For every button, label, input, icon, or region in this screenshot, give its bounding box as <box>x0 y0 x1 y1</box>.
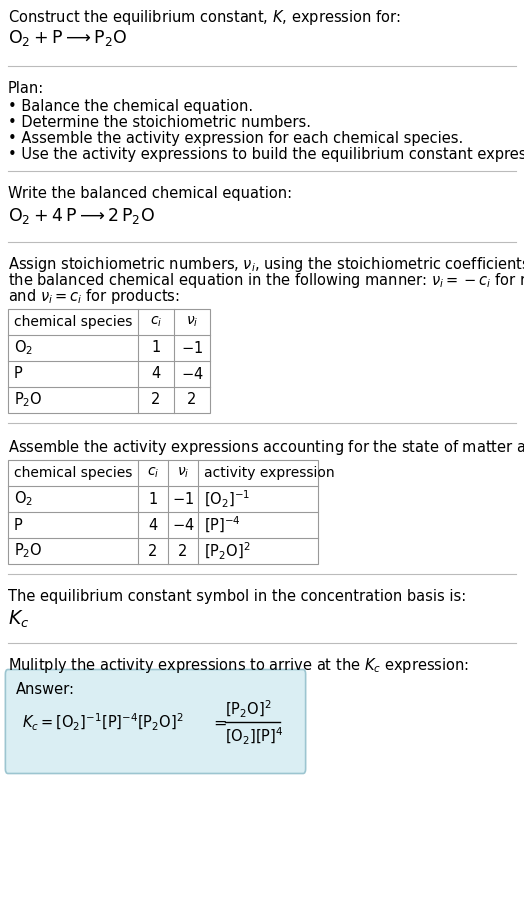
Text: $\mathrm{P_2O}$: $\mathrm{P_2O}$ <box>14 391 42 409</box>
Text: $\nu_i$: $\nu_i$ <box>186 315 198 329</box>
Text: $[\mathrm{P}]^{-4}$: $[\mathrm{P}]^{-4}$ <box>204 515 241 535</box>
Text: • Use the activity expressions to build the equilibrium constant expression.: • Use the activity expressions to build … <box>8 147 524 162</box>
Text: $[\mathrm{O_2}][\mathrm{P}]^{4}$: $[\mathrm{O_2}][\mathrm{P}]^{4}$ <box>225 725 283 746</box>
Text: chemical species: chemical species <box>14 315 133 329</box>
Text: Assemble the activity expressions accounting for the state of matter and $\nu_i$: Assemble the activity expressions accoun… <box>8 438 524 457</box>
Text: $\mathrm{O_2 + 4\,P \longrightarrow 2\,P_2O}$: $\mathrm{O_2 + 4\,P \longrightarrow 2\,P… <box>8 206 155 226</box>
Text: $[\mathrm{P_2O}]^{2}$: $[\mathrm{P_2O}]^{2}$ <box>204 540 250 562</box>
Bar <box>8 460 318 564</box>
Text: $\mathrm{O_2 + P \longrightarrow P_2O}$: $\mathrm{O_2 + P \longrightarrow P_2O}$ <box>8 28 127 48</box>
Bar <box>8 309 210 413</box>
Text: activity expression: activity expression <box>204 466 335 480</box>
FancyBboxPatch shape <box>5 670 305 773</box>
Text: Answer:: Answer: <box>16 682 75 697</box>
Text: Write the balanced chemical equation:: Write the balanced chemical equation: <box>8 186 292 201</box>
Text: $c_i$: $c_i$ <box>147 466 159 480</box>
Text: 4: 4 <box>148 518 158 532</box>
Text: $\mathrm{P_2O}$: $\mathrm{P_2O}$ <box>14 542 42 560</box>
Text: Mulitply the activity expressions to arrive at the $K_c$ expression:: Mulitply the activity expressions to arr… <box>8 656 469 675</box>
Text: 1: 1 <box>148 492 158 506</box>
Text: chemical species: chemical species <box>14 466 133 480</box>
Text: and $\nu_i = c_i$ for products:: and $\nu_i = c_i$ for products: <box>8 287 180 306</box>
Text: $c_i$: $c_i$ <box>150 315 162 329</box>
Text: • Assemble the activity expression for each chemical species.: • Assemble the activity expression for e… <box>8 131 463 146</box>
Text: 2: 2 <box>178 544 188 558</box>
Text: • Determine the stoichiometric numbers.: • Determine the stoichiometric numbers. <box>8 115 311 130</box>
Text: the balanced chemical equation in the following manner: $\nu_i = -c_i$ for react: the balanced chemical equation in the fo… <box>8 271 524 290</box>
Text: 1: 1 <box>151 341 161 355</box>
Text: $\mathrm{O_2}$: $\mathrm{O_2}$ <box>14 339 33 357</box>
Text: 2: 2 <box>187 393 196 407</box>
Text: $K_c$: $K_c$ <box>8 609 29 630</box>
Text: 4: 4 <box>151 367 161 381</box>
Text: P: P <box>14 367 23 381</box>
Text: Plan:: Plan: <box>8 81 44 96</box>
Text: • Balance the chemical equation.: • Balance the chemical equation. <box>8 99 253 114</box>
Text: 2: 2 <box>151 393 161 407</box>
Text: $-1$: $-1$ <box>181 340 203 356</box>
Text: Construct the equilibrium constant, $K$, expression for:: Construct the equilibrium constant, $K$,… <box>8 8 401 27</box>
Text: $[\mathrm{O_2}]^{-1}$: $[\mathrm{O_2}]^{-1}$ <box>204 488 250 510</box>
Text: $K_c = [\mathrm{O_2}]^{-1}[\mathrm{P}]^{-4}[\mathrm{P_2O}]^{2}$: $K_c = [\mathrm{O_2}]^{-1}[\mathrm{P}]^{… <box>22 711 184 733</box>
Text: 2: 2 <box>148 544 158 558</box>
Text: $\nu_i$: $\nu_i$ <box>177 466 189 480</box>
Text: The equilibrium constant symbol in the concentration basis is:: The equilibrium constant symbol in the c… <box>8 589 466 604</box>
Text: $-1$: $-1$ <box>172 491 194 507</box>
Text: $=$: $=$ <box>210 715 227 729</box>
Text: P: P <box>14 518 23 532</box>
Text: Assign stoichiometric numbers, $\nu_i$, using the stoichiometric coefficients, $: Assign stoichiometric numbers, $\nu_i$, … <box>8 255 524 274</box>
Text: $-4$: $-4$ <box>181 366 203 382</box>
Text: $[\mathrm{P_2O}]^{2}$: $[\mathrm{P_2O}]^{2}$ <box>225 699 271 719</box>
Text: $-4$: $-4$ <box>172 517 194 533</box>
Text: $\mathrm{O_2}$: $\mathrm{O_2}$ <box>14 490 33 508</box>
